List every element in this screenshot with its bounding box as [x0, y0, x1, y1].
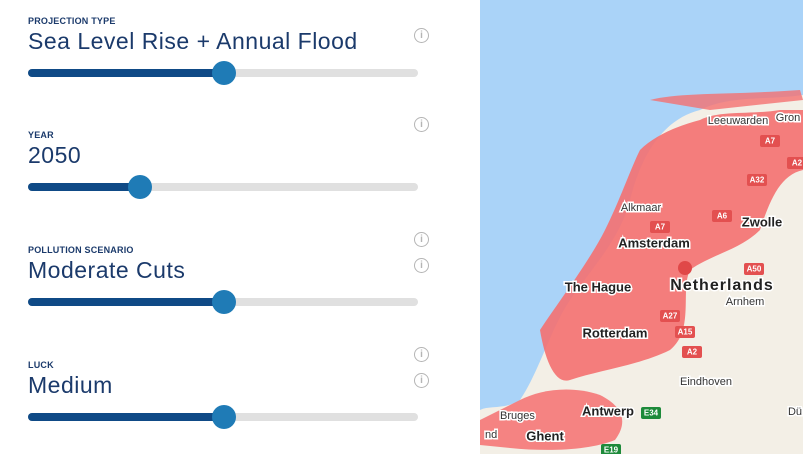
road-shield — [660, 310, 680, 322]
slider-track[interactable] — [28, 61, 418, 85]
place-label: Rotterdam — [582, 325, 647, 340]
place-label: Eindhoven — [680, 376, 732, 388]
place-label: The Hague — [565, 279, 631, 294]
road-label: A7 — [765, 137, 776, 146]
road-shield — [747, 174, 767, 186]
place-label: Alkmaar — [621, 202, 662, 214]
info-icon[interactable]: i — [414, 373, 429, 388]
control-value: Sea Level Rise + Annual Flood — [28, 28, 358, 54]
info-icon[interactable]: i — [414, 232, 429, 247]
place-label: Ghent — [526, 428, 564, 443]
road-shield — [744, 263, 764, 275]
flood-area — [480, 389, 623, 450]
slider-thumb[interactable] — [128, 175, 152, 199]
place-label: Amsterdam — [618, 235, 690, 250]
road-label: A7 — [655, 223, 666, 232]
info-icon[interactable]: i — [414, 117, 429, 132]
place-label: Gron — [776, 112, 800, 124]
info-icon[interactable]: i — [414, 347, 429, 362]
road-label: E34 — [644, 409, 659, 418]
control-label: PROJECTION TYPE — [28, 16, 116, 26]
slider-track[interactable] — [28, 290, 418, 314]
place-label: Zwolle — [742, 214, 782, 229]
flood-area — [650, 90, 803, 110]
control-label: YEAR — [28, 130, 54, 140]
place-label: Netherlands — [670, 277, 773, 294]
place-label: nd — [485, 429, 497, 441]
info-icon[interactable]: i — [414, 258, 429, 273]
road-label: A2 — [687, 348, 698, 357]
slider-track[interactable] — [28, 175, 418, 199]
slider-fill — [28, 69, 224, 77]
road-shield — [675, 326, 695, 338]
slider-thumb[interactable] — [212, 61, 236, 85]
slider-fill — [28, 298, 224, 306]
slider-thumb[interactable] — [212, 405, 236, 429]
road-shield — [601, 444, 621, 454]
road-shield — [641, 407, 661, 419]
slider-track[interactable] — [28, 405, 418, 429]
control-value: Moderate Cuts — [28, 257, 186, 283]
road-shield — [787, 157, 803, 169]
road-shield — [712, 210, 732, 222]
road-shield — [682, 346, 702, 358]
flood-area — [540, 110, 803, 381]
road-label: E19 — [604, 446, 619, 454]
control-value: 2050 — [28, 142, 82, 168]
place-label: Arnhem — [726, 296, 765, 308]
road-shield — [760, 135, 780, 147]
flood-map[interactable]: Leeuwarden Gron Alkmaar Zwolle Amsterdam The … — [480, 0, 803, 454]
road-label: A15 — [678, 328, 693, 337]
slider-control: LUCK Medium — [28, 360, 438, 460]
slider-fill — [28, 413, 224, 421]
info-icon[interactable]: i — [414, 28, 429, 43]
slider-control: POLLUTION SCENARIO Moderate Cuts — [28, 245, 438, 345]
control-value: Medium — [28, 372, 113, 398]
road-shield — [650, 221, 670, 233]
control-label: POLLUTION SCENARIO — [28, 245, 134, 255]
place-label: Leeuwarden — [708, 115, 769, 127]
control-panel: PROJECTION TYPE Sea Level Rise + Annual F… — [28, 16, 438, 429]
road-label: A32 — [750, 176, 765, 185]
road-label: A6 — [717, 212, 728, 221]
road-label: A50 — [747, 265, 762, 274]
slider-control: PROJECTION TYPE Sea Level Rise + Annual F… — [28, 16, 438, 116]
place-label: Bruges — [500, 410, 535, 422]
slider-thumb[interactable] — [212, 290, 236, 314]
control-label: LUCK — [28, 360, 54, 370]
place-label: Antwerp — [582, 403, 634, 418]
place-label: Dü — [788, 406, 802, 418]
slider-fill — [28, 183, 140, 191]
slider-control: YEAR 2050 — [28, 130, 438, 230]
map-pin[interactable] — [678, 261, 692, 275]
road-label: A27 — [663, 312, 678, 321]
road-label: A2 — [792, 159, 803, 168]
